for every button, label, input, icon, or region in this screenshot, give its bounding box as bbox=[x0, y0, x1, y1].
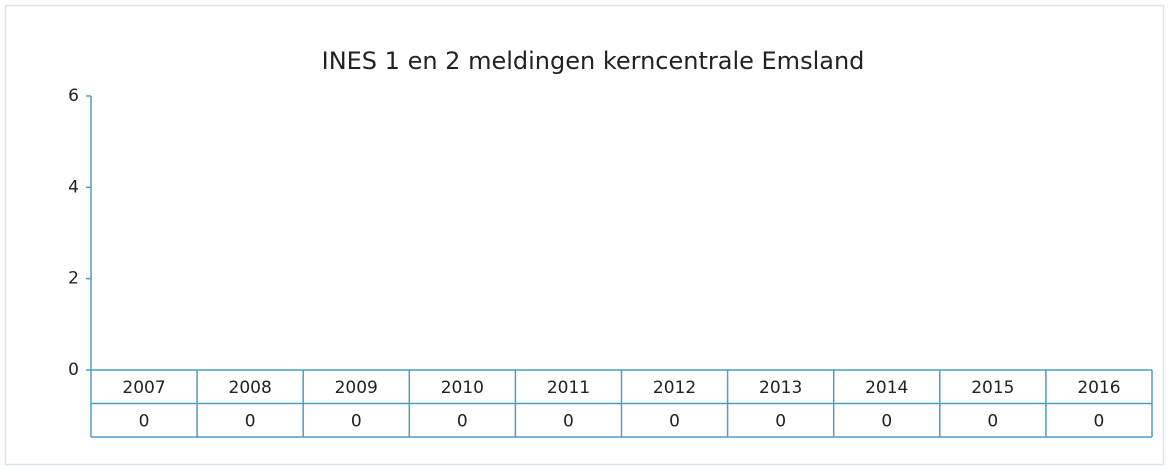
x-tick-label: 2016 bbox=[1077, 378, 1120, 398]
x-tick-label: 2015 bbox=[971, 378, 1014, 398]
table-value: 0 bbox=[457, 411, 468, 431]
table-value: 0 bbox=[139, 411, 150, 431]
table-value: 0 bbox=[563, 411, 574, 431]
x-tick-label: 2012 bbox=[653, 378, 696, 398]
y-tick-label: 2 bbox=[68, 269, 79, 289]
x-tick-label: 2007 bbox=[122, 378, 165, 398]
chart-frame bbox=[4, 4, 1165, 466]
x-tick-label: 2013 bbox=[759, 378, 802, 398]
table-value: 0 bbox=[245, 411, 256, 431]
y-tick-label: 4 bbox=[68, 177, 79, 197]
x-tick-label: 2008 bbox=[229, 378, 272, 398]
table-value: 0 bbox=[669, 411, 680, 431]
x-tick-label: 2011 bbox=[547, 378, 590, 398]
table-value: 0 bbox=[351, 411, 362, 431]
chart-title: INES 1 en 2 meldingen kerncentrale Emsla… bbox=[322, 47, 865, 75]
x-tick-label: 2009 bbox=[335, 378, 378, 398]
table-value: 0 bbox=[775, 411, 786, 431]
x-tick-label: 2014 bbox=[865, 378, 908, 398]
y-tick-label: 0 bbox=[68, 360, 79, 380]
table-value: 0 bbox=[881, 411, 892, 431]
x-tick-label: 2010 bbox=[441, 378, 484, 398]
table-value: 0 bbox=[1094, 411, 1105, 431]
table-value: 0 bbox=[987, 411, 998, 431]
y-tick-label: 6 bbox=[68, 86, 79, 106]
